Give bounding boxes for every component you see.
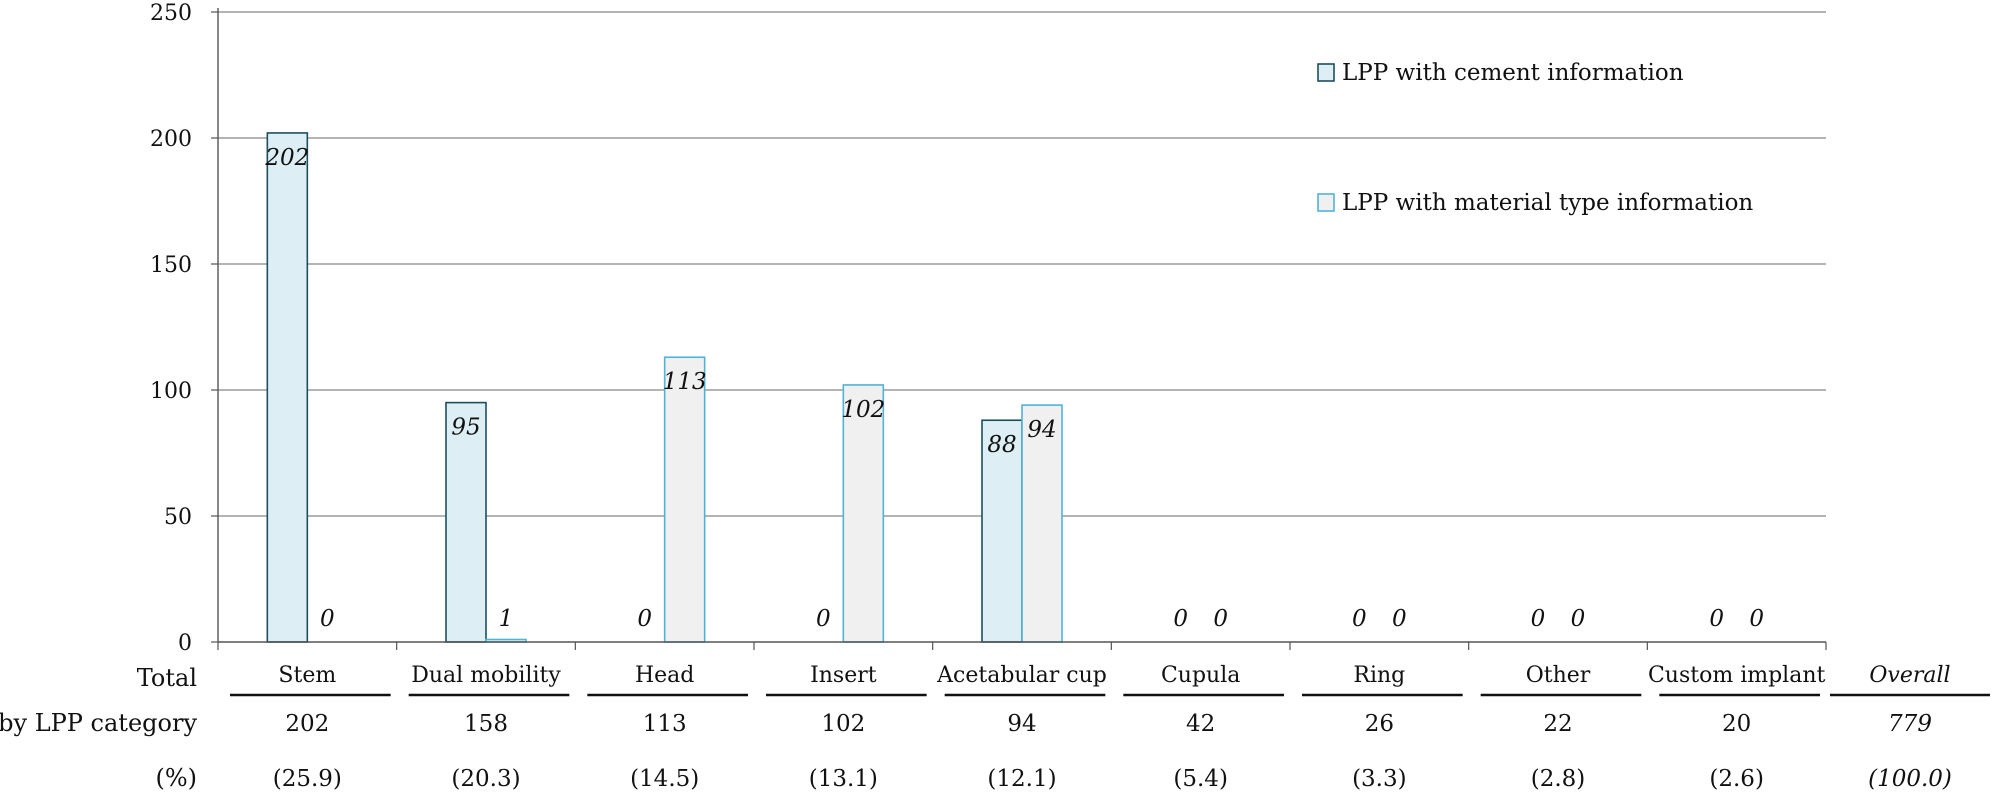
x-category-label: Insert <box>810 663 877 688</box>
data-label: 0 <box>1392 606 1407 632</box>
data-label: 0 <box>1571 606 1586 632</box>
legend-label: LPP with material type information <box>1342 190 1753 216</box>
y-tick-label: 100 <box>150 379 192 404</box>
overall-total: 779 <box>1888 711 1932 737</box>
y-tick-label: 50 <box>164 505 192 530</box>
category-total: 202 <box>285 711 329 737</box>
bar-series2 <box>842 384 885 643</box>
bars <box>266 132 1063 643</box>
y-tick-label: 200 <box>150 127 192 152</box>
x-category-label: Other <box>1526 663 1591 688</box>
category-total: 113 <box>643 711 687 737</box>
totals-table: Total by LPP category (%) Stem 202 (25.9) Dual… <box>0 663 1990 792</box>
data-label: 88 <box>987 432 1016 458</box>
y-tick-label: 250 <box>150 1 192 26</box>
bar-series1 <box>981 419 1023 643</box>
legend-swatch <box>1317 193 1335 212</box>
legend: LPP with cement information LPP with mate… <box>1317 60 1753 216</box>
data-label: 0 <box>1352 606 1367 632</box>
category-percent: (13.1) <box>809 766 878 792</box>
x-category-label: Head <box>635 663 694 688</box>
bar-series2 <box>1021 404 1063 643</box>
bar-series2 <box>663 356 706 643</box>
data-label: 0 <box>1531 606 1546 632</box>
x-category-label: Ring <box>1353 663 1405 688</box>
category-percent: (2.8) <box>1531 766 1586 792</box>
category-percent: (25.9) <box>273 766 342 792</box>
table-row-label: by LPP category <box>0 709 197 737</box>
data-label: 102 <box>841 397 885 423</box>
x-category-label: Stem <box>278 663 336 688</box>
table-row-label: Total <box>137 664 197 692</box>
x-category-label: Dual mobility <box>411 663 561 688</box>
gridlines <box>218 11 1826 517</box>
category-total: 26 <box>1365 711 1394 737</box>
x-category-label: Custom implant <box>1648 663 1826 688</box>
legend-label: LPP with cement information <box>1342 60 1684 86</box>
data-label: 0 <box>1749 606 1764 632</box>
data-label: 1 <box>499 606 514 632</box>
y-tick-label: 0 <box>178 631 192 656</box>
legend-swatch <box>1317 63 1335 82</box>
data-label: 94 <box>1027 417 1056 443</box>
category-percent: (12.1) <box>987 766 1056 792</box>
data-label: 0 <box>1213 606 1228 632</box>
category-percent: (3.3) <box>1352 766 1407 792</box>
bar-series1 <box>266 132 309 643</box>
x-category-label: Cupula <box>1161 663 1240 688</box>
data-label: 0 <box>816 606 831 632</box>
y-tick-label: 150 <box>150 253 192 278</box>
data-label: 113 <box>663 369 707 395</box>
data-label: 0 <box>320 606 335 632</box>
category-total: 94 <box>1007 711 1036 737</box>
data-label: 95 <box>451 415 480 441</box>
category-percent: (14.5) <box>630 766 699 792</box>
category-total: 158 <box>464 711 508 737</box>
category-total: 102 <box>821 711 865 737</box>
overall-percent: (100.0) <box>1868 766 1952 792</box>
overall-label: Overall <box>1869 663 1950 688</box>
data-label: 0 <box>637 606 652 632</box>
data-label: 202 <box>264 145 309 171</box>
category-total: 42 <box>1186 711 1215 737</box>
category-total: 22 <box>1543 711 1572 737</box>
x-category-label: Acetabular cup <box>936 663 1107 688</box>
category-percent: (2.6) <box>1709 766 1764 792</box>
data-label: 0 <box>1709 606 1724 632</box>
category-percent: (20.3) <box>451 766 520 792</box>
data-label: 0 <box>1173 606 1188 632</box>
table-pct-label: (%) <box>155 764 197 792</box>
category-percent: (5.4) <box>1173 766 1228 792</box>
category-total: 20 <box>1722 711 1751 737</box>
